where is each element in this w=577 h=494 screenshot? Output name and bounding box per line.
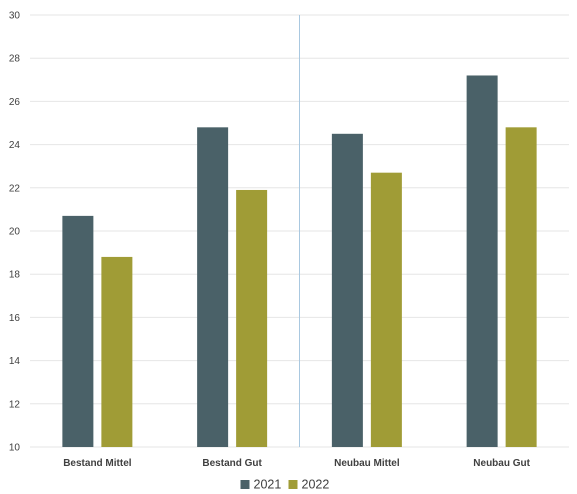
y-tick-label: 14 xyxy=(9,356,21,367)
legend-label: 2022 xyxy=(302,478,330,492)
bar-2021-0 xyxy=(62,215,94,447)
bar-2021-1 xyxy=(197,127,229,447)
y-tick-label: 30 xyxy=(9,11,21,22)
bars xyxy=(62,75,537,448)
legend-label: 2021 xyxy=(254,478,282,492)
bar-2022-0 xyxy=(101,256,133,447)
bar-2021-3 xyxy=(466,75,498,447)
y-tick-label: 12 xyxy=(9,399,21,410)
y-tick-label: 10 xyxy=(9,443,21,454)
legend-swatch-2021 xyxy=(240,480,250,489)
y-tick-label: 26 xyxy=(9,97,21,108)
y-tick-label: 24 xyxy=(9,140,21,151)
y-tick-label: 28 xyxy=(9,54,21,65)
bar-2022-3 xyxy=(505,127,537,447)
x-axis-category-labels: Bestand Mittel Bestand Gut Neubau Mittel Ne… xyxy=(63,458,530,469)
y-axis-tick-labels: 10 12 14 16 18 20 22 24 26 28 30 xyxy=(9,11,21,454)
y-tick-label: 18 xyxy=(9,270,21,281)
y-tick-label: 16 xyxy=(9,313,21,324)
bar-2021-2 xyxy=(331,133,363,448)
category-label: Bestand Mittel xyxy=(63,458,132,469)
y-tick-label: 22 xyxy=(9,183,21,194)
category-label: Bestand Gut xyxy=(202,458,262,469)
category-label: Neubau Mittel xyxy=(334,458,400,469)
legend: 2021 2022 xyxy=(240,478,330,492)
y-tick-label: 20 xyxy=(9,227,21,238)
category-label: Neubau Gut xyxy=(473,458,530,469)
bar-2022-1 xyxy=(236,189,268,447)
bar-2022-2 xyxy=(370,172,402,447)
legend-swatch-2022 xyxy=(288,480,298,489)
